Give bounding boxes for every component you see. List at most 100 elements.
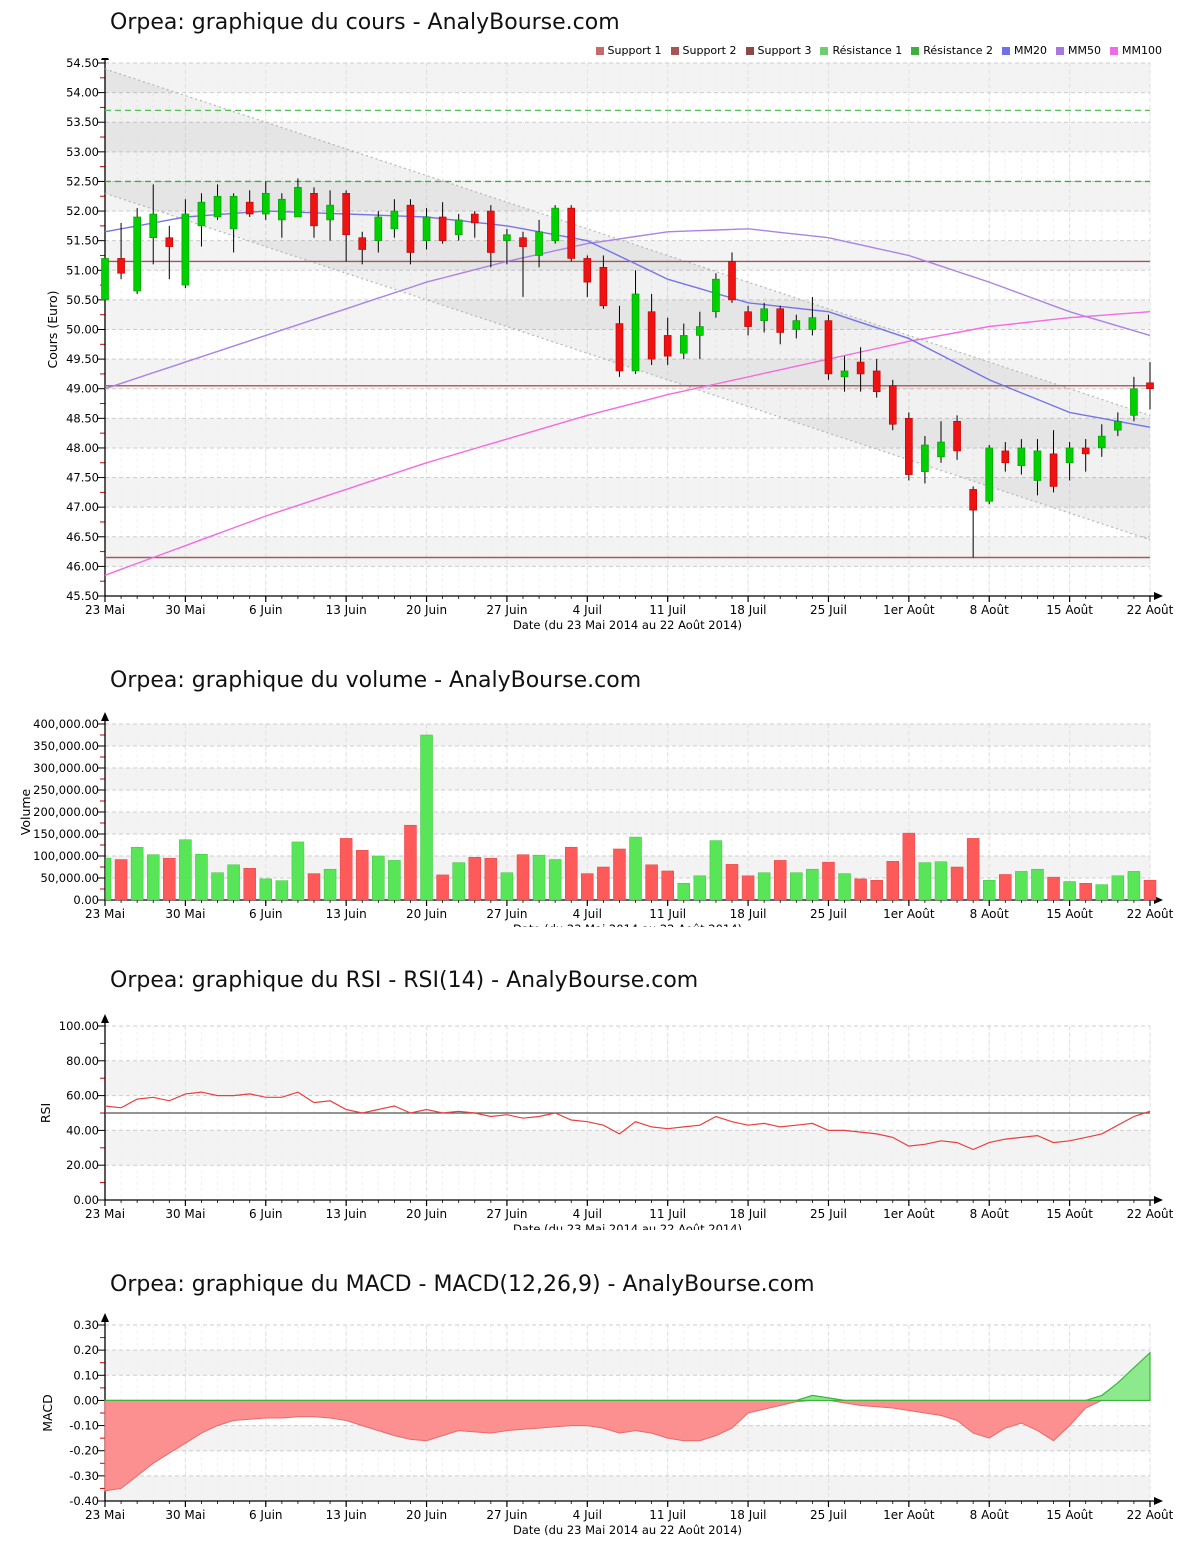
- candle: [905, 418, 913, 475]
- overlays-layer: [104, 68, 1151, 576]
- svg-text:53.00: 53.00: [66, 145, 99, 159]
- candle: [503, 234, 511, 241]
- volume-bar: [564, 846, 578, 901]
- axes-layer: 45.50 46.00 46.50 47.00 47.50 48.00 48.50 49.00…: [45, 58, 1174, 632]
- candle: [310, 192, 318, 227]
- svg-text:49.00: 49.00: [66, 382, 99, 396]
- svg-text:13 Juin: 13 Juin: [326, 1508, 367, 1522]
- volume-bar: [741, 875, 755, 901]
- svg-text:11 Juil: 11 Juil: [649, 907, 686, 921]
- candle: [840, 370, 849, 378]
- volume-bar: [259, 878, 273, 901]
- legend-label: MM50: [1068, 44, 1102, 57]
- svg-text:22 Août: 22 Août: [1127, 603, 1174, 617]
- candle: [1033, 450, 1042, 481]
- svg-text:27 Juin: 27 Juin: [486, 1207, 527, 1221]
- volume-bar: [709, 840, 723, 901]
- svg-text:30 Mai: 30 Mai: [165, 1207, 205, 1221]
- svg-text:51.50: 51.50: [66, 234, 99, 248]
- volume-bar: [291, 841, 305, 901]
- svg-text:54.00: 54.00: [66, 86, 99, 100]
- svg-text:11 Juil: 11 Juil: [649, 603, 686, 617]
- svg-text:Cours (Euro): Cours (Euro): [45, 290, 60, 368]
- volume-bar: [950, 866, 964, 901]
- svg-text:MACD: MACD: [40, 1394, 55, 1431]
- legend-label: Résistance 2: [923, 44, 994, 57]
- candle: [953, 420, 961, 452]
- volume-bar: [307, 873, 321, 901]
- svg-text:8 Août: 8 Août: [970, 1207, 1009, 1221]
- svg-text:300,000.00: 300,000.00: [33, 761, 99, 775]
- candle: [567, 207, 576, 259]
- cours-chart-canvas: 45.50 46.00 46.50 47.00 47.50 48.00 48.50 49.00…: [45, 58, 1174, 632]
- svg-text:1er Août: 1er Août: [883, 1207, 935, 1221]
- volume-bar: [130, 846, 144, 901]
- svg-text:6 Juin: 6 Juin: [249, 1207, 283, 1221]
- candle: [647, 311, 656, 360]
- svg-text:50.50: 50.50: [66, 293, 99, 307]
- svg-text:4 Juil: 4 Juil: [573, 1207, 602, 1221]
- volume-bar: [227, 864, 240, 901]
- volume-bar: [355, 850, 369, 901]
- volume-bars-layer: [105, 734, 1157, 901]
- candle: [583, 258, 592, 283]
- volume-bar: [773, 860, 787, 901]
- legend-item-mm100: MM100: [1110, 44, 1162, 57]
- svg-text:22 Août: 22 Août: [1127, 1207, 1174, 1221]
- svg-text:50,000.00: 50,000.00: [40, 871, 99, 885]
- cours-section: Orpea: graphique du cours - AnalyBourse.…: [0, 0, 1200, 645]
- svg-text:50.00: 50.00: [66, 323, 99, 337]
- legend-label: MM20: [1014, 44, 1048, 57]
- volume-bar: [982, 879, 996, 901]
- svg-text:4 Juil: 4 Juil: [573, 603, 602, 617]
- svg-text:15 Août: 15 Août: [1046, 603, 1093, 617]
- volume-bar: [886, 861, 900, 901]
- rsi-section: Orpea: graphique du RSI - RSI(14) - Anal…: [0, 945, 1200, 1235]
- svg-text:18 Juil: 18 Juil: [730, 1207, 767, 1221]
- svg-text:23 Mai: 23 Mai: [85, 603, 125, 617]
- volume-bar: [1063, 881, 1076, 901]
- volume-bar: [581, 873, 594, 901]
- volume-bar: [195, 853, 208, 901]
- svg-text:150,000.00: 150,000.00: [33, 827, 99, 841]
- legend-swatch: [820, 46, 829, 55]
- volume-bar: [918, 862, 932, 901]
- legend-item-résistance-2: Résistance 2: [911, 44, 993, 57]
- volume-bar: [613, 848, 626, 901]
- volume-bar: [757, 872, 771, 901]
- volume-bar: [645, 864, 658, 901]
- candle: [599, 267, 608, 307]
- legend-item-support-2: Support 2: [670, 44, 737, 57]
- svg-text:11 Juil: 11 Juil: [649, 1207, 686, 1221]
- candle: [117, 258, 125, 274]
- candle: [872, 370, 881, 392]
- volume-chart-title: Orpea: graphique du volume - AnalyBourse…: [110, 668, 642, 693]
- svg-text:0.00: 0.00: [73, 1393, 99, 1407]
- svg-text:200,000.00: 200,000.00: [33, 805, 99, 819]
- volume-bar: [420, 734, 433, 901]
- svg-text:RSI: RSI: [38, 1103, 53, 1123]
- legend-swatch: [1110, 46, 1119, 55]
- candle: [470, 213, 479, 224]
- candle: [856, 361, 865, 375]
- volume-bar: [597, 866, 610, 901]
- legend-label: Support 2: [682, 44, 737, 57]
- candle: [197, 201, 206, 227]
- svg-text:27 Juin: 27 Juin: [486, 1508, 527, 1522]
- volume-chart-canvas: 0.00 50,000.00 100,000.00 150,000.00 200,000…: [18, 712, 1174, 927]
- svg-text:0.00: 0.00: [73, 893, 99, 907]
- svg-text:15 Août: 15 Août: [1046, 907, 1093, 921]
- svg-text:80.00: 80.00: [66, 1054, 99, 1068]
- svg-text:53.50: 53.50: [66, 115, 99, 129]
- legend-swatch: [595, 46, 604, 55]
- svg-text:0.00: 0.00: [73, 1193, 99, 1207]
- legend-item-support-3: Support 3: [745, 44, 811, 57]
- candle: [888, 385, 897, 425]
- legend-swatch: [670, 46, 679, 55]
- candle: [406, 204, 415, 253]
- axes-layer: 0.00 20.00 40.00 60.00 80.00 100.00 23 Mai 30 M…: [38, 1014, 1174, 1230]
- macd-chart-canvas: -0.40 -0.30 -0.20 -0.10 0.00 0.10 0.20 0.30 23 M…: [40, 1313, 1174, 1537]
- svg-text:0.30: 0.30: [73, 1318, 99, 1332]
- volume-bar: [404, 824, 417, 901]
- mm100-line: [104, 311, 1151, 576]
